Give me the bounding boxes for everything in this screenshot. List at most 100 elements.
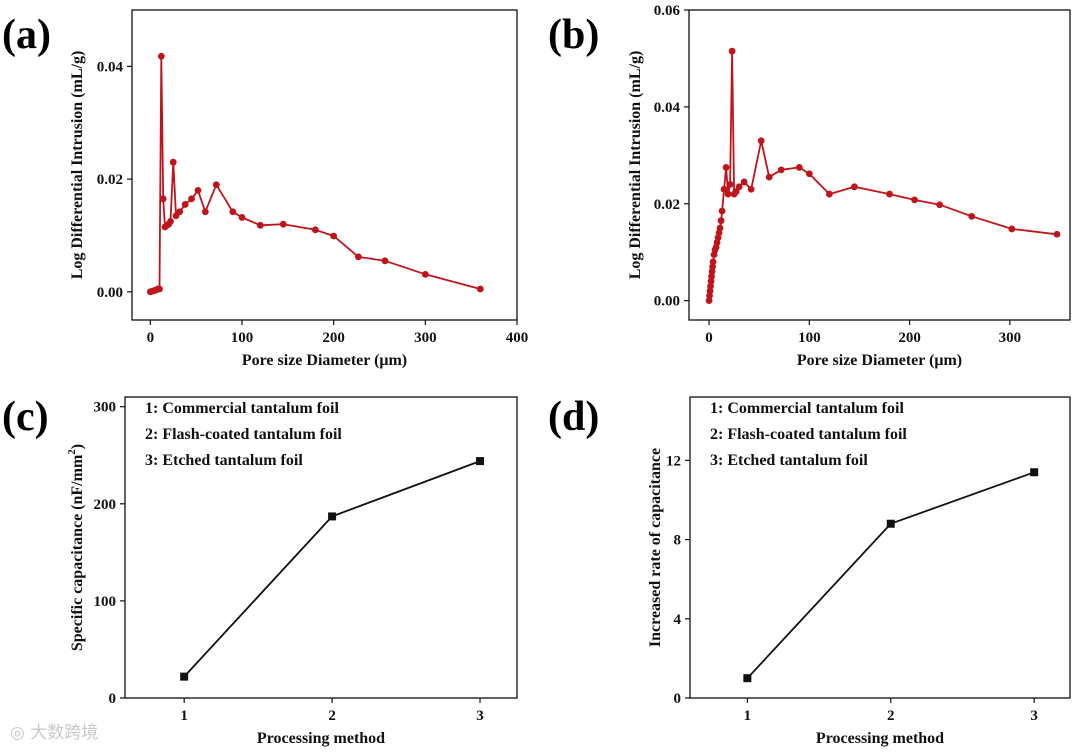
data-point	[728, 47, 736, 55]
y-tick-label: 0.04	[654, 100, 681, 116]
x-axis-title: Pore size Diameter (μm)	[797, 352, 962, 369]
data-point	[765, 173, 773, 181]
data-point	[311, 226, 319, 234]
chart-panel-3: (c) 1 2 3 0 100 200 300 Processing method Specifi…	[2, 394, 518, 747]
panel-label: (c)	[2, 394, 49, 440]
y-axis-title-main: Specific capacitance (nF/mm	[69, 454, 86, 651]
data-point	[805, 170, 813, 178]
y-tick-label: 12	[666, 453, 681, 469]
data-point	[355, 253, 362, 261]
plot-frame	[131, 9, 518, 321]
data-point	[717, 217, 725, 225]
plot-frame	[124, 396, 518, 699]
x-tick-label: 200	[898, 330, 921, 346]
series-line	[708, 50, 1058, 301]
x-tick-label: 3	[476, 708, 484, 724]
data-point	[1008, 225, 1016, 233]
x-tick-label: 300	[999, 330, 1022, 346]
y-axis-title: Specific capacitance (nF/mm2)	[66, 444, 86, 651]
legend-entry: 2: Flash-coated tantalum foil	[710, 426, 907, 443]
legend-entry: 1: Commercial tantalum foil	[710, 400, 904, 417]
data-point	[740, 178, 748, 186]
chart-panel-2: (b) 0 100 200 300 0.00 0.02 0.04 0.06 Pore size D…	[548, 3, 1071, 369]
data-point	[720, 185, 728, 193]
data-point	[201, 208, 209, 216]
legend-entry: 1: Commercial tantalum foil	[145, 400, 339, 417]
series-line	[150, 55, 481, 293]
watermark-logo: ◎ 大数跨境	[10, 718, 98, 743]
x-tick-label: 100	[231, 330, 254, 346]
y-tick-label: 0	[109, 691, 117, 707]
data-point	[167, 217, 174, 225]
watermark-text: 大数跨境	[30, 723, 99, 743]
x-tick-label: 2	[328, 708, 336, 724]
y-tick-label: 200	[94, 497, 117, 513]
data-point	[936, 201, 944, 209]
data-point	[851, 183, 858, 191]
x-tick-label: 1	[744, 708, 752, 724]
panel-label: (a)	[2, 12, 51, 58]
data-point	[722, 164, 730, 171]
x-tick-label: 100	[798, 330, 821, 346]
panel-label: (d)	[548, 394, 599, 440]
x-tick-label: 0	[147, 330, 155, 346]
data-point	[421, 270, 429, 278]
data-point	[476, 285, 484, 293]
data-point	[747, 185, 755, 193]
x-axis-title: Processing method	[257, 730, 385, 747]
data-point	[757, 137, 765, 145]
y-axis-title-main: Log Differential Intrusion (mL/g)	[69, 51, 86, 280]
chart-panel-1: (a) 0 100 200 300 400 0.00 0.02 0.04 Pore size Di…	[2, 9, 529, 369]
plot-frame	[688, 9, 1071, 321]
data-point	[181, 201, 189, 208]
data-point	[1053, 230, 1061, 238]
y-axis-title: Log Differential Intrusion (mL/g)	[627, 51, 644, 280]
data-point	[238, 214, 246, 221]
data-point	[726, 180, 734, 188]
x-axis-title: Processing method	[816, 730, 944, 747]
data-point	[328, 512, 337, 521]
data-point	[709, 258, 717, 266]
data-point	[732, 188, 740, 196]
data-point	[795, 164, 803, 171]
y-tick-label: 0.00	[97, 285, 123, 301]
data-point	[188, 195, 195, 203]
watermark-icon: ◎	[10, 723, 25, 743]
series-line	[746, 471, 1035, 679]
data-point	[176, 208, 184, 216]
legend-entry: 3: Etched tantalum foil	[145, 452, 303, 469]
x-tick-label: 200	[322, 330, 345, 346]
data-point	[169, 158, 177, 166]
data-point	[256, 221, 264, 229]
x-tick-label: 400	[506, 330, 529, 346]
y-tick-label: 0	[674, 691, 682, 707]
y-axis-title-main: Increased rate of capacitance	[647, 448, 664, 647]
panel-label: (b)	[548, 12, 599, 58]
y-tick-label: 0.00	[654, 294, 680, 310]
legend-entry: 2: Flash-coated tantalum foil	[145, 426, 342, 443]
data-point	[180, 672, 189, 681]
data-point	[279, 220, 287, 228]
data-point	[229, 208, 237, 216]
x-tick-label: 300	[414, 330, 437, 346]
x-tick-label: 3	[1030, 708, 1038, 724]
data-point	[886, 190, 893, 198]
data-point	[381, 257, 389, 265]
y-tick-label: 0.06	[654, 3, 681, 19]
y-tick-label: 0.02	[654, 197, 680, 213]
data-point	[724, 190, 732, 198]
data-point	[330, 232, 338, 240]
y-tick-label: 0.04	[97, 59, 124, 75]
data-point	[718, 207, 726, 215]
y-axis-title-sup: 2	[66, 449, 78, 455]
data-point	[825, 190, 833, 198]
data-point	[212, 181, 220, 189]
y-tick-label: 4	[674, 612, 682, 628]
data-point	[911, 196, 918, 204]
x-tick-label: 0	[705, 330, 713, 346]
y-axis-title: Increased rate of capacitance	[647, 448, 664, 647]
y-axis-title: Log Differential Intrusion (mL/g)	[69, 51, 86, 280]
series-line	[183, 460, 481, 678]
